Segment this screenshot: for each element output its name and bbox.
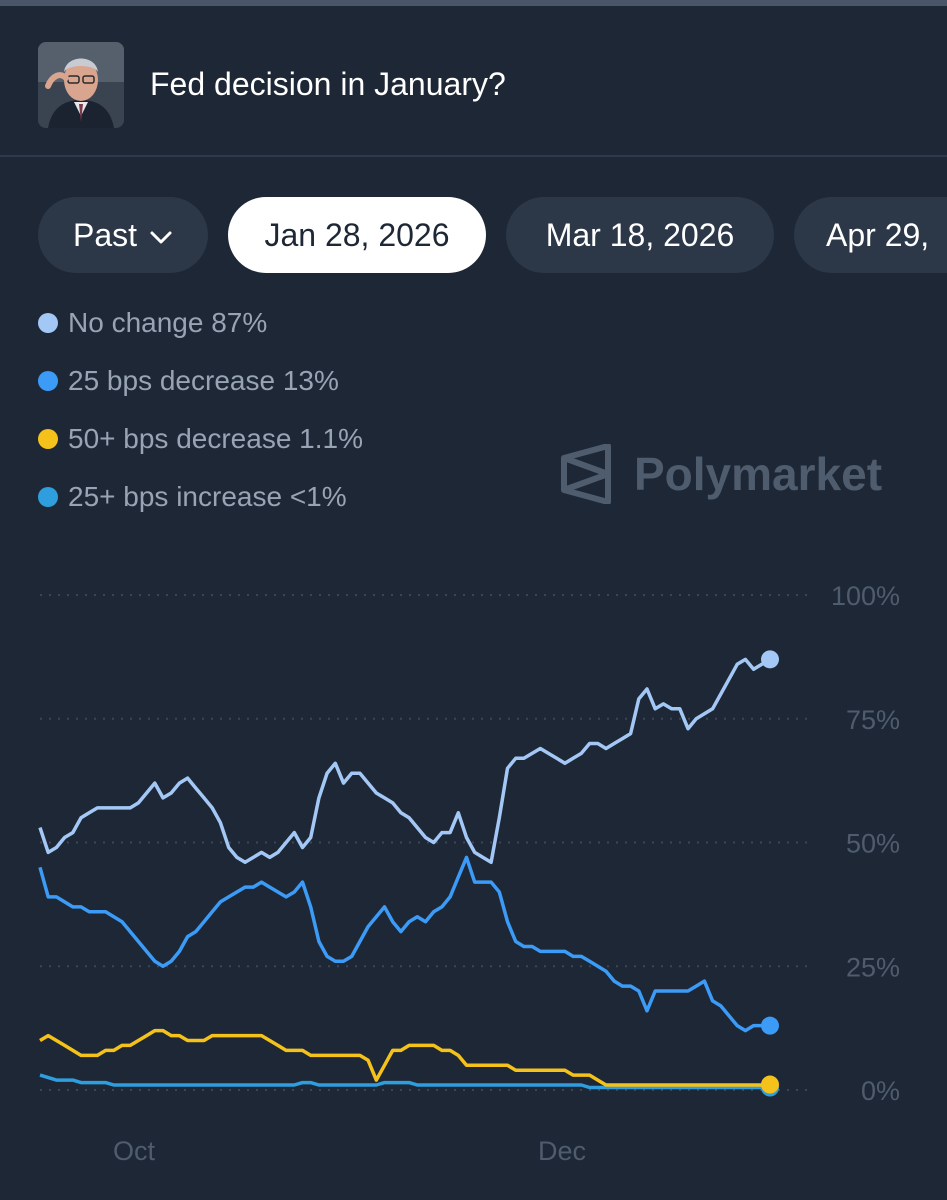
legend-label: 25 bps decrease 13%	[68, 365, 339, 396]
person-portrait-icon	[38, 42, 124, 128]
chevron-down-icon	[149, 217, 173, 254]
legend-item-no-change: No change 87%	[38, 303, 267, 343]
legend-item-25-bps-increase: 25+ bps increase <1%	[38, 477, 347, 517]
y-tick-label: 25%	[846, 952, 900, 982]
polymarket-watermark: Polymarket	[558, 444, 882, 504]
y-tick-label: 75%	[846, 705, 900, 735]
x-tick-label: Oct	[113, 1136, 156, 1166]
tab-jan-28-2026-label: Jan 28, 2026	[264, 216, 450, 253]
legend-dot-50-bps-decrease	[38, 429, 58, 449]
legend-dot-25-bps-decrease	[38, 371, 58, 391]
polymarket-logo-icon	[561, 444, 611, 504]
header-divider	[0, 155, 947, 157]
legend-item-50-bps-decrease: 50+ bps decrease 1.1%	[38, 419, 363, 459]
probability-chart[interactable]: 100% 75% 50% 25% 0% Oct Dec	[0, 560, 947, 1200]
series-line-25-bps-increase	[39, 1073, 770, 1090]
legend-dot-25-bps-increase	[38, 487, 58, 507]
series-end-point	[761, 650, 779, 669]
y-tick-label: 50%	[846, 829, 900, 859]
page-title: Fed decision in January?	[150, 66, 506, 102]
tab-past[interactable]: Past	[38, 197, 208, 273]
legend-item-25-bps-decrease: 25 bps decrease 13%	[38, 361, 339, 401]
series-line-no-change	[38, 657, 771, 865]
top-divider	[0, 0, 947, 6]
tab-past-label: Past	[72, 216, 138, 253]
series-line-25-bps-decrease	[38, 855, 770, 1033]
tab-apr-29[interactable]: Apr 29,	[794, 197, 947, 273]
tab-mar-18-2026-label: Mar 18, 2026	[545, 216, 735, 253]
tab-apr-29-label: Apr 29,	[826, 216, 930, 253]
legend-label: 50+ bps decrease 1.1%	[68, 423, 363, 454]
avatar[interactable]	[38, 42, 124, 128]
series-line-50-bps-decrease	[39, 1028, 771, 1087]
series-end-point	[761, 1075, 779, 1094]
y-tick-label: 0%	[861, 1076, 900, 1106]
tab-jan-28-2026[interactable]: Jan 28, 2026	[228, 197, 486, 273]
tab-mar-18-2026[interactable]: Mar 18, 2026	[506, 197, 774, 273]
market-header: Fed decision in January?	[0, 6, 947, 156]
series-end-point	[761, 1016, 779, 1035]
legend-label: 25+ bps increase <1%	[68, 481, 347, 512]
watermark-text: Polymarket	[634, 448, 883, 500]
y-tick-label: 100%	[831, 581, 900, 611]
x-tick-label: Dec	[538, 1136, 586, 1166]
legend-label: No change 87%	[68, 307, 268, 338]
legend-dot-no-change	[38, 313, 58, 333]
